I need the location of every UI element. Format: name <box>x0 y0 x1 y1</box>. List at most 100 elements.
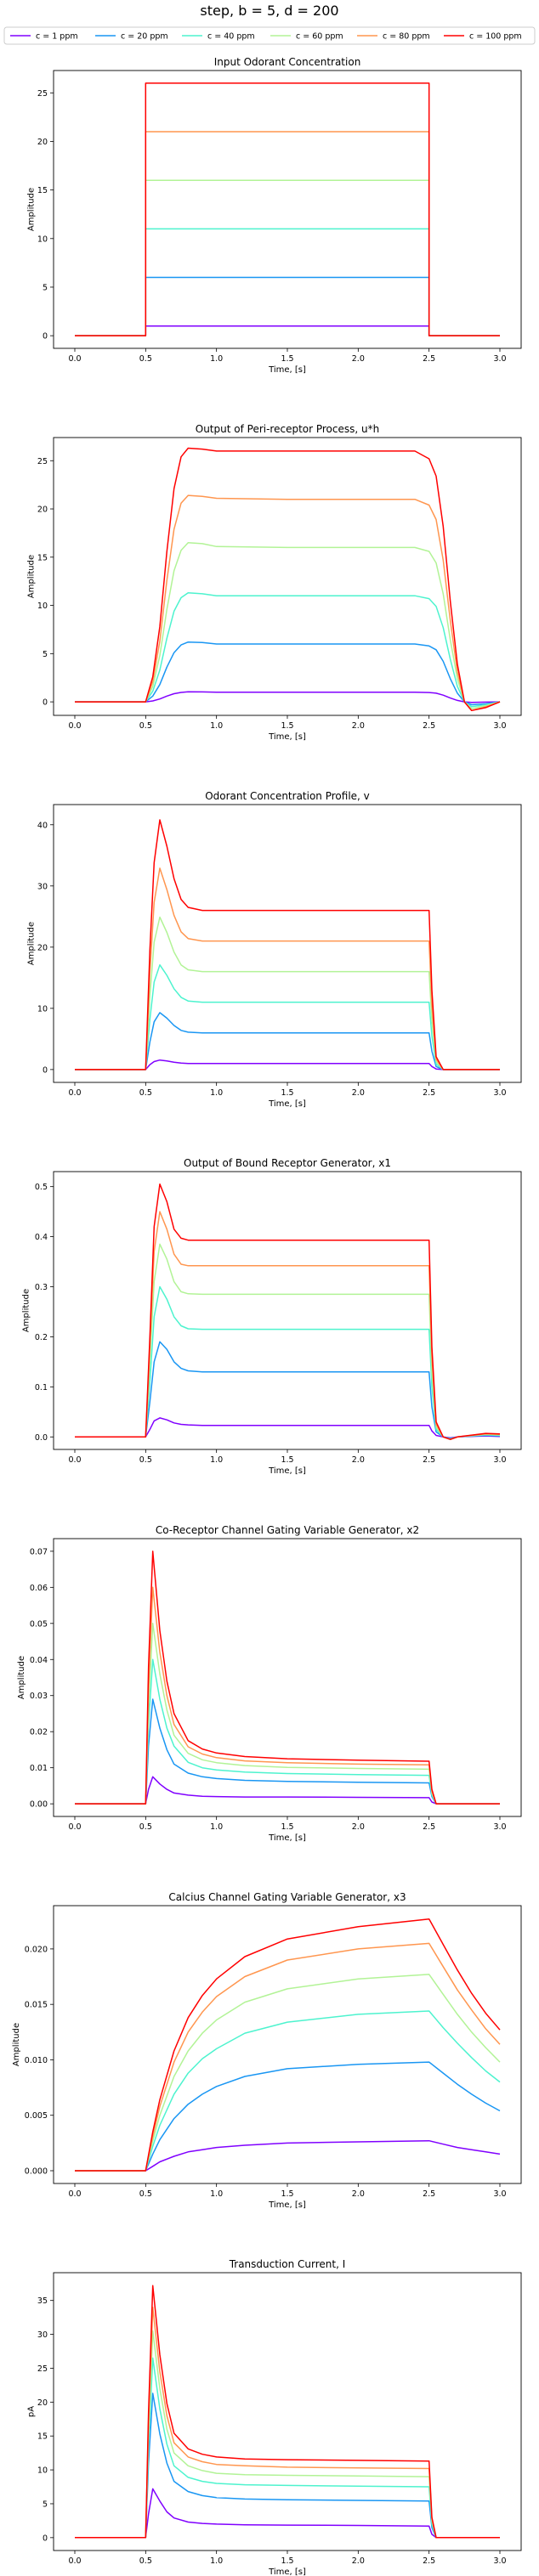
series-line <box>75 1942 501 2172</box>
x-tick-label: 2.5 <box>423 2556 435 2566</box>
legend-label: c = 60 ppm <box>296 32 343 42</box>
y-tick-label: 0.00 <box>30 1800 48 1810</box>
chart-panel: Calcius Channel Gating Variable Generato… <box>12 1891 522 2210</box>
chart-title: Transduction Current, I <box>229 2258 346 2270</box>
x-tick-label: 0.0 <box>68 1822 81 1832</box>
series-line <box>75 179 500 336</box>
series-group <box>75 819 500 1071</box>
series-line <box>75 542 501 709</box>
figure-title: step, b = 5, d = 200 <box>200 3 338 19</box>
legend-label: c = 100 ppm <box>469 32 522 42</box>
series-line <box>75 2392 500 2539</box>
x-tick-label: 3.0 <box>493 2189 506 2199</box>
legend: c = 1 ppm c = 20 ppm c = 40 ppm c = 60 ppm c… <box>3 26 536 45</box>
chart-title: Input Odorant Concentration <box>214 56 361 68</box>
plot-frame <box>53 70 522 349</box>
y-tick-label: 15 <box>37 186 48 195</box>
chart-title: Calcius Channel Gating Variable Generato… <box>168 1891 406 1903</box>
x-tick-label: 2.0 <box>352 2556 365 2566</box>
y-tick-label: 0.06 <box>30 1584 48 1593</box>
x-tick-label: 3.0 <box>493 2556 506 2566</box>
y-tick-label: 20 <box>37 2398 48 2408</box>
series-line <box>75 2010 501 2172</box>
series-line <box>75 1211 501 1440</box>
x-tick-label: 2.5 <box>423 2189 435 2199</box>
series-line <box>75 1586 500 1805</box>
x-tick-label: 2.5 <box>423 354 435 364</box>
x-tick-label: 0.0 <box>68 1455 81 1465</box>
series-line <box>75 592 501 708</box>
x-tick-label: 2.5 <box>423 1822 435 1832</box>
y-tick-label: 0 <box>43 332 48 342</box>
y-axis-label: Amplitude <box>26 555 36 598</box>
y-tick-label: 0.04 <box>30 1656 48 1665</box>
x-tick-label: 1.0 <box>210 1088 223 1098</box>
series-line <box>75 2285 500 2539</box>
plot-frame <box>53 1905 522 2184</box>
x-tick-label: 0.0 <box>68 1088 81 1098</box>
x-axis-label: Time, [s] <box>268 365 306 375</box>
y-tick-label: 0.4 <box>35 1233 48 1242</box>
series-line <box>75 867 500 1071</box>
x-axis-label: Time, [s] <box>268 2568 306 2576</box>
x-tick-label: 0.0 <box>68 2189 81 2199</box>
y-tick-label: 0.1 <box>35 1383 48 1393</box>
y-axis-label: Amplitude <box>12 2023 21 2066</box>
x-tick-label: 3.0 <box>493 721 506 731</box>
series-line <box>75 325 500 336</box>
plot-frame <box>53 1538 522 1817</box>
series-line <box>75 1918 501 2172</box>
series-line <box>75 2139 501 2172</box>
y-tick-label: 0.015 <box>25 2001 48 2010</box>
y-tick-label: 20 <box>37 943 48 952</box>
chart-panel: Odorant Concentration Profile, v 0.0 0.5 1.… <box>26 790 522 1109</box>
y-axis-label: Amplitude <box>22 1289 31 1332</box>
x-axis-label: Time, [s] <box>268 1833 306 1843</box>
x-tick-label: 0.0 <box>68 354 81 364</box>
chart-panel: Output of Bound Receptor Generator, x1 0.… <box>22 1157 522 1476</box>
y-tick-label: 0 <box>43 2534 48 2543</box>
series-group <box>75 1183 501 1440</box>
series-line <box>75 1658 500 1805</box>
x-axis-label: Time, [s] <box>268 1099 306 1109</box>
series-group <box>75 2285 500 2539</box>
x-tick-label: 1.5 <box>281 1088 293 1098</box>
series-line <box>75 916 500 1071</box>
x-tick-label: 2.0 <box>352 1088 365 1098</box>
chart-title: Co-Receptor Channel Gating Variable Gene… <box>156 1524 419 1536</box>
series-group <box>75 447 501 712</box>
x-tick-label: 1.5 <box>281 721 293 731</box>
panels: Input Odorant Concentration 0.0 0.5 1.0 1.5 2… <box>12 56 522 2576</box>
series-line <box>75 963 500 1071</box>
chart-title: Output of Bound Receptor Generator, x1 <box>184 1157 391 1169</box>
x-axis-label: Time, [s] <box>268 732 306 742</box>
series-group <box>75 1551 500 1805</box>
x-tick-label: 2.0 <box>352 721 365 731</box>
x-tick-label: 1.0 <box>210 354 223 364</box>
x-tick-label: 3.0 <box>493 354 506 364</box>
chart-panel: Input Odorant Concentration 0.0 0.5 1.0 1.5 2… <box>26 56 522 375</box>
series-line <box>75 2061 501 2172</box>
series-line <box>75 1974 501 2172</box>
y-tick-label: 25 <box>37 89 48 99</box>
y-tick-label: 0.02 <box>30 1728 48 1737</box>
y-tick-label: 20 <box>37 506 48 515</box>
series-line <box>75 2357 500 2539</box>
x-tick-label: 0.0 <box>68 721 81 731</box>
series-line <box>75 1698 500 1805</box>
x-tick-label: 3.0 <box>493 1455 506 1465</box>
x-tick-label: 2.5 <box>423 1455 435 1465</box>
y-tick-label: 0.0 <box>35 1433 48 1443</box>
y-tick-label: 40 <box>37 821 48 830</box>
chart-panel: Output of Peri-receptor Process, u*h 0.0 0… <box>26 423 522 742</box>
series-line <box>75 1623 500 1805</box>
y-tick-label: 5 <box>43 2500 48 2509</box>
y-tick-label: 30 <box>37 882 48 891</box>
plot-frame <box>53 1171 522 1450</box>
y-tick-label: 0 <box>43 1065 48 1075</box>
x-tick-label: 0.5 <box>139 1455 152 1465</box>
series-line <box>75 494 501 712</box>
y-tick-label: 0.07 <box>30 1547 48 1556</box>
series-line <box>75 447 501 712</box>
legend-frame <box>3 26 536 45</box>
